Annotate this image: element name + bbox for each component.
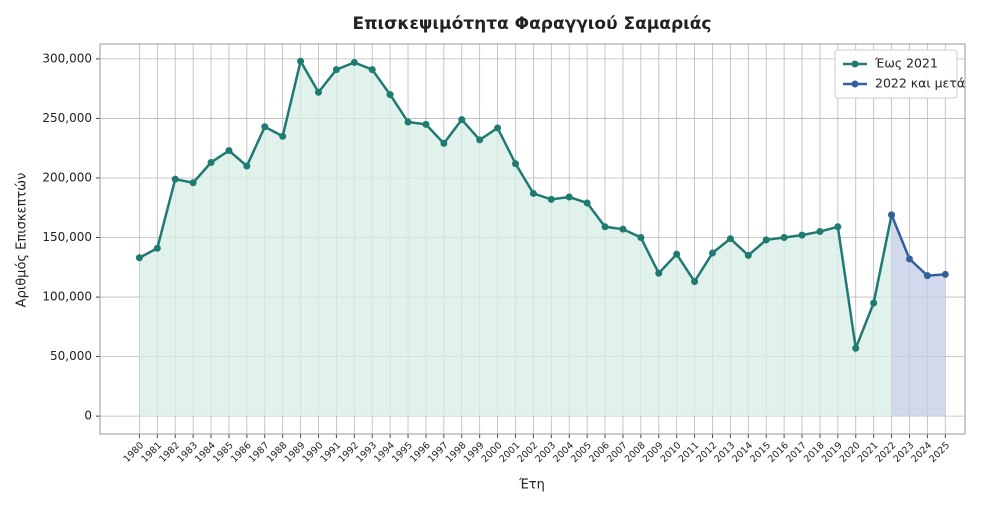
point [243, 162, 251, 170]
point [852, 344, 860, 352]
point [816, 228, 824, 236]
area [891, 214, 946, 417]
point [565, 193, 573, 201]
point [297, 57, 305, 65]
y-tick-label: 0 [84, 409, 92, 423]
point [780, 234, 788, 242]
point [261, 123, 269, 131]
chart-title: Επισκεψιμότητα Φαραγγιού Σαμαριάς [352, 14, 711, 34]
point [135, 254, 143, 262]
point [798, 231, 806, 239]
point [386, 91, 394, 99]
point [404, 118, 412, 126]
legend-box [834, 49, 958, 99]
point [511, 160, 519, 168]
y-tick-label: 150,000 [42, 230, 92, 244]
point [279, 132, 287, 140]
x-tick-label: 2025 [927, 440, 952, 465]
plot-frame [99, 43, 966, 435]
point [529, 189, 537, 197]
point [583, 199, 591, 207]
point [422, 120, 430, 128]
legend-label: Έως 2021 [874, 56, 938, 71]
point [888, 211, 896, 219]
point [870, 299, 878, 307]
point [494, 124, 502, 132]
point [314, 88, 322, 96]
point [440, 139, 448, 147]
point [458, 116, 466, 124]
point [726, 235, 734, 243]
x-axis-label: Έτη [518, 478, 545, 493]
point [673, 250, 681, 258]
point [762, 236, 770, 244]
line [890, 214, 946, 277]
point [332, 66, 340, 74]
point [655, 269, 663, 277]
legend-label: 2022 και μετά [875, 76, 965, 91]
point [637, 234, 645, 242]
point [368, 66, 376, 74]
point [189, 179, 197, 187]
y-tick-label: 300,000 [42, 51, 92, 65]
point [171, 175, 179, 183]
y-axis-label: Αριθμός Επισκεπτών [15, 173, 30, 308]
y-tick-label: 100,000 [42, 290, 92, 304]
point [923, 272, 931, 280]
point [834, 223, 842, 231]
point [708, 249, 716, 257]
point [744, 251, 752, 259]
y-tick-label: 50,000 [50, 349, 92, 363]
point [476, 136, 484, 144]
point [905, 255, 913, 263]
point [225, 147, 233, 155]
legend-marker [851, 60, 859, 68]
point [601, 223, 609, 231]
point [941, 270, 949, 278]
point [691, 278, 699, 286]
y-tick-label: 250,000 [42, 111, 92, 125]
point [547, 195, 555, 203]
point [207, 158, 215, 166]
point [619, 225, 627, 233]
area [139, 61, 892, 417]
point [153, 244, 161, 252]
point [350, 58, 358, 66]
legend-marker [851, 80, 859, 88]
y-tick-label: 200,000 [42, 170, 92, 184]
